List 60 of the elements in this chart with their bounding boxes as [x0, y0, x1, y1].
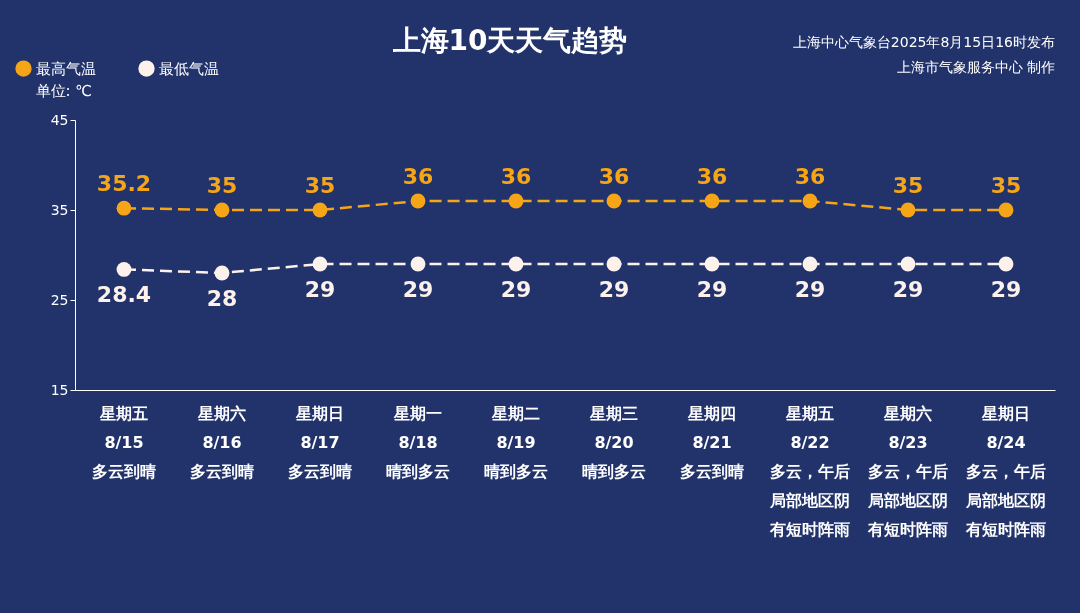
point: [214, 202, 230, 218]
data-label: 29: [598, 277, 630, 302]
data-label: 29: [990, 277, 1022, 302]
x-tick-label: 星期二 8/19 晴到多云: [484, 404, 548, 481]
point: [214, 265, 230, 281]
chart-title: 上海10天天气趋势: [391, 24, 628, 57]
point: [802, 256, 818, 272]
data-label: 29: [500, 277, 532, 302]
data-label: 35.2: [96, 171, 152, 197]
point: [508, 256, 524, 272]
x-tick-label: 星期三 8/20 晴到多云: [582, 404, 646, 481]
point: [998, 256, 1014, 272]
x-tick-label: 星期六 8/23 多云，午后局部地区阴有短时阵雨: [867, 404, 948, 539]
point: [116, 200, 132, 216]
y-tick-label: 25: [50, 291, 69, 308]
point: [606, 193, 622, 209]
x-tick-label: 星期五 8/15 多云到晴: [92, 404, 156, 481]
data-label: 29: [892, 277, 924, 302]
y-tick-label: 45: [50, 111, 69, 128]
point: [704, 193, 720, 209]
data-label: 35: [892, 173, 924, 198]
data-label: 36: [696, 164, 728, 189]
legend-label: 最低气温: [159, 59, 219, 78]
point: [606, 256, 622, 272]
data-label: 29: [696, 277, 728, 302]
x-tick-label: 星期五 8/22 多云，午后局部地区阴有短时阵雨: [769, 404, 850, 539]
point: [312, 202, 328, 218]
point: [704, 256, 720, 272]
data-label: 36: [402, 164, 434, 189]
data-label: 29: [794, 277, 826, 302]
data-label: 35: [990, 173, 1022, 198]
x-tick-label: 星期四 8/21 多云到晴: [680, 404, 744, 481]
y-tick-label: 15: [50, 381, 69, 398]
text: 上海中心气象台2025年8月15日16时发布: [792, 34, 1055, 50]
data-label: 29: [402, 277, 434, 302]
point: [900, 256, 916, 272]
point: [116, 262, 132, 277]
point: [312, 256, 328, 272]
data-label: 28: [206, 286, 238, 311]
y-tick-label: 35: [50, 201, 69, 218]
data-label: 35: [304, 173, 336, 198]
y-axis-title: 单位: ℃: [35, 81, 93, 100]
point: [900, 202, 916, 218]
data-label: 36: [500, 164, 532, 189]
text: 上海市气象服务中心 制作: [896, 59, 1055, 75]
point: [410, 256, 426, 272]
data-label: 28.4: [96, 282, 152, 308]
x-tick-label: 星期日 8/24 多云，午后局部地区阴有短时阵雨: [965, 404, 1046, 539]
x-tick-label: 星期日 8/17 多云到晴: [288, 404, 352, 481]
point: [508, 193, 524, 209]
point: [802, 193, 818, 209]
point: [998, 202, 1014, 218]
x-tick-label: 星期六 8/16 多云到晴: [190, 404, 254, 481]
data-label: 36: [794, 164, 826, 189]
data-label: 36: [598, 164, 630, 189]
x-tick-label: 星期一 8/18 晴到多云: [386, 404, 450, 481]
legend-label: 最高气温: [36, 59, 96, 78]
point: [410, 193, 426, 209]
data-label: 29: [304, 277, 336, 302]
data-label: 35: [206, 173, 238, 198]
